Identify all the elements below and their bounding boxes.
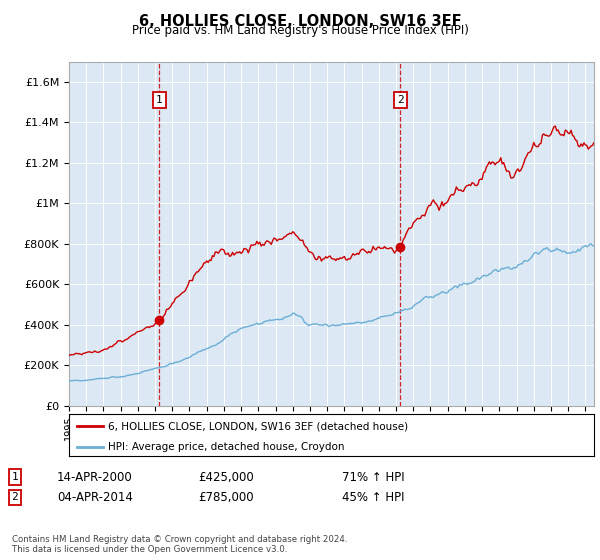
Text: 2: 2 [397, 95, 404, 105]
Text: Price paid vs. HM Land Registry's House Price Index (HPI): Price paid vs. HM Land Registry's House … [131, 24, 469, 37]
Text: £425,000: £425,000 [198, 470, 254, 484]
Text: 1: 1 [11, 472, 19, 482]
Text: 2: 2 [11, 492, 19, 502]
Text: 1: 1 [156, 95, 163, 105]
Text: 71% ↑ HPI: 71% ↑ HPI [342, 470, 404, 484]
Text: 04-APR-2014: 04-APR-2014 [57, 491, 133, 504]
Text: HPI: Average price, detached house, Croydon: HPI: Average price, detached house, Croy… [109, 442, 345, 452]
Text: 45% ↑ HPI: 45% ↑ HPI [342, 491, 404, 504]
Text: 6, HOLLIES CLOSE, LONDON, SW16 3EF (detached house): 6, HOLLIES CLOSE, LONDON, SW16 3EF (deta… [109, 421, 409, 431]
Text: 6, HOLLIES CLOSE, LONDON, SW16 3EF: 6, HOLLIES CLOSE, LONDON, SW16 3EF [139, 14, 461, 29]
Text: £785,000: £785,000 [198, 491, 254, 504]
Text: Contains HM Land Registry data © Crown copyright and database right 2024.
This d: Contains HM Land Registry data © Crown c… [12, 535, 347, 554]
Text: 14-APR-2000: 14-APR-2000 [57, 470, 133, 484]
